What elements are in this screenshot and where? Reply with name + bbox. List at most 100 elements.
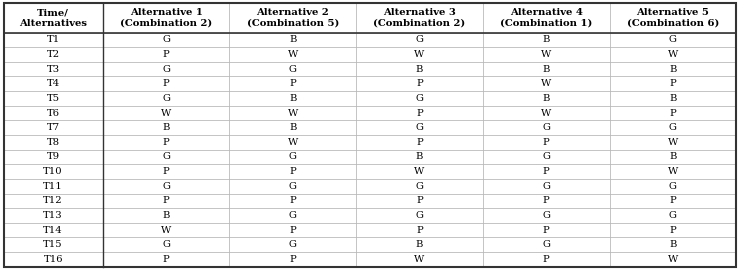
Bar: [229, 179, 356, 194]
Text: P: P: [416, 109, 423, 117]
Bar: [103, 194, 229, 208]
Bar: [229, 223, 356, 238]
Text: W: W: [288, 109, 298, 117]
Text: W: W: [288, 138, 298, 147]
Bar: [103, 135, 229, 150]
Bar: [610, 135, 736, 150]
Text: W: W: [161, 226, 171, 235]
Text: T10: T10: [44, 167, 63, 176]
Bar: [4, 150, 103, 164]
Bar: [356, 120, 482, 135]
Text: G: G: [162, 182, 170, 191]
Text: Alternative 3
(Combination 2): Alternative 3 (Combination 2): [374, 8, 465, 28]
Text: P: P: [670, 196, 676, 205]
Text: T5: T5: [47, 94, 60, 103]
Text: W: W: [541, 79, 551, 88]
Bar: [229, 238, 356, 252]
Text: W: W: [667, 138, 678, 147]
Text: G: G: [415, 211, 423, 220]
Text: B: B: [669, 94, 676, 103]
Text: T9: T9: [47, 153, 60, 161]
Text: G: G: [542, 153, 551, 161]
Bar: [229, 76, 356, 91]
Bar: [610, 62, 736, 76]
Bar: [482, 47, 610, 62]
Bar: [610, 252, 736, 267]
Text: G: G: [542, 123, 551, 132]
Bar: [229, 32, 356, 47]
Bar: [482, 3, 610, 32]
Text: P: P: [543, 196, 550, 205]
Text: G: G: [669, 211, 677, 220]
Bar: [610, 179, 736, 194]
Bar: [4, 47, 103, 62]
Text: G: G: [289, 240, 297, 249]
Bar: [356, 91, 482, 106]
Text: T4: T4: [47, 79, 60, 88]
Bar: [482, 32, 610, 47]
Bar: [356, 47, 482, 62]
Bar: [103, 32, 229, 47]
Text: B: B: [289, 94, 297, 103]
Text: G: G: [162, 35, 170, 44]
Text: B: B: [669, 240, 676, 249]
Bar: [103, 150, 229, 164]
Bar: [4, 3, 103, 32]
Bar: [482, 62, 610, 76]
Text: T3: T3: [47, 65, 60, 74]
Bar: [229, 150, 356, 164]
Text: G: G: [542, 182, 551, 191]
Text: G: G: [415, 94, 423, 103]
Text: P: P: [163, 50, 169, 59]
Bar: [356, 164, 482, 179]
Text: P: P: [543, 255, 550, 264]
Bar: [610, 47, 736, 62]
Text: P: P: [289, 167, 296, 176]
Text: P: P: [289, 255, 296, 264]
Bar: [4, 179, 103, 194]
Text: T11: T11: [44, 182, 63, 191]
Text: W: W: [414, 167, 425, 176]
Bar: [4, 76, 103, 91]
Bar: [356, 150, 482, 164]
Bar: [610, 106, 736, 120]
Bar: [356, 238, 482, 252]
Bar: [229, 47, 356, 62]
Bar: [482, 106, 610, 120]
Text: B: B: [416, 240, 423, 249]
Text: T15: T15: [44, 240, 63, 249]
Bar: [4, 238, 103, 252]
Bar: [482, 208, 610, 223]
Bar: [356, 106, 482, 120]
Bar: [103, 76, 229, 91]
Text: G: G: [669, 182, 677, 191]
Bar: [356, 3, 482, 32]
Bar: [4, 106, 103, 120]
Text: B: B: [416, 65, 423, 74]
Text: Alternative 1
(Combination 2): Alternative 1 (Combination 2): [120, 8, 212, 28]
Text: P: P: [289, 196, 296, 205]
Bar: [103, 106, 229, 120]
Bar: [610, 223, 736, 238]
Text: B: B: [162, 211, 169, 220]
Bar: [482, 150, 610, 164]
Bar: [482, 76, 610, 91]
Text: B: B: [542, 65, 550, 74]
Text: B: B: [289, 35, 297, 44]
Bar: [482, 135, 610, 150]
Text: W: W: [667, 167, 678, 176]
Bar: [610, 164, 736, 179]
Bar: [610, 76, 736, 91]
Text: G: G: [289, 153, 297, 161]
Text: G: G: [542, 240, 551, 249]
Bar: [610, 32, 736, 47]
Text: T8: T8: [47, 138, 60, 147]
Bar: [356, 135, 482, 150]
Text: P: P: [670, 79, 676, 88]
Bar: [4, 32, 103, 47]
Text: T13: T13: [44, 211, 63, 220]
Text: W: W: [667, 255, 678, 264]
Text: G: G: [669, 35, 677, 44]
Text: T2: T2: [47, 50, 60, 59]
Text: P: P: [163, 79, 169, 88]
